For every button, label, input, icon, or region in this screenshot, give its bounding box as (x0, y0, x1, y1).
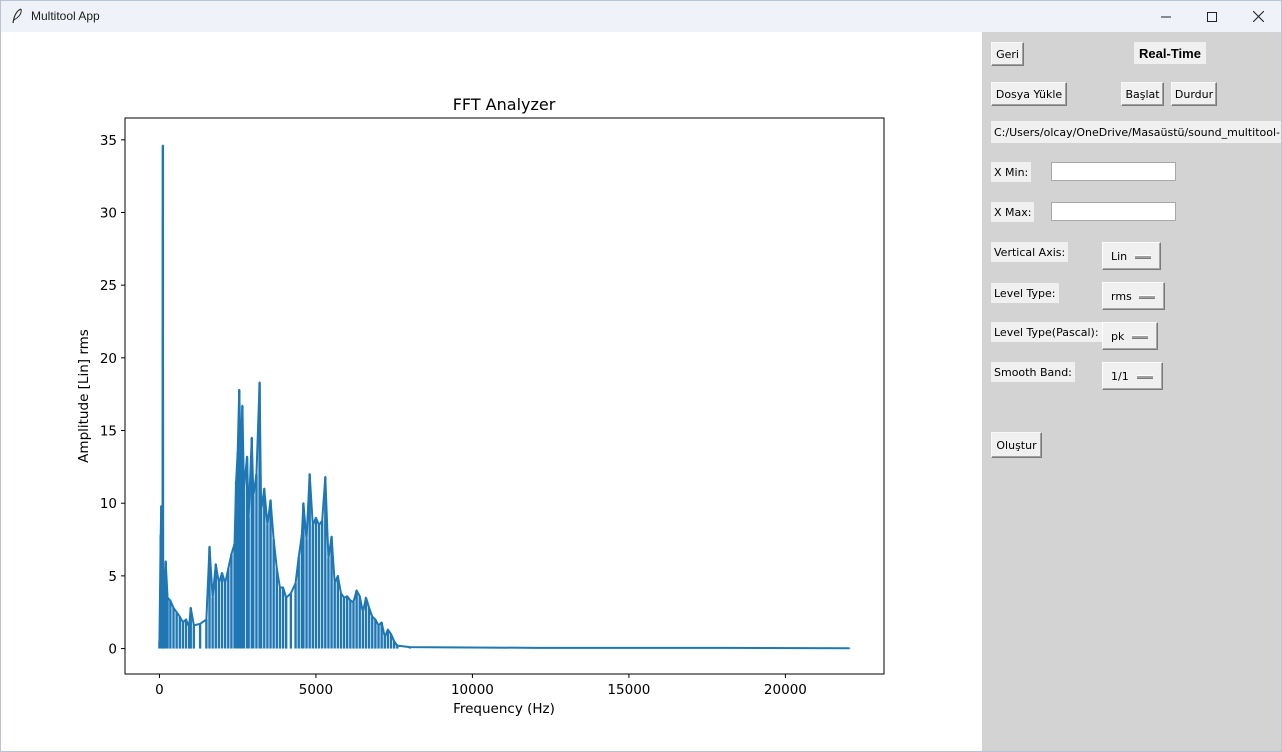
fft-chart: FFT Analyzer 0 5000 10000 15000 20000 0 5 10 15… (76, 95, 885, 717)
x-tick-label: 20000 (764, 682, 807, 698)
maximize-icon (1207, 11, 1217, 22)
dropdown-indicator-icon (1132, 335, 1148, 339)
chart-title: FFT Analyzer (453, 95, 556, 114)
level-type-label: Level Type: (991, 283, 1059, 303)
title-bar[interactable]: Multitool App (1, 1, 1281, 32)
smooth-band-label: Smooth Band: (991, 362, 1075, 382)
minimize-button[interactable] (1143, 1, 1189, 32)
y-tick-label: 25 (100, 278, 117, 294)
y-tick-label: 30 (100, 205, 117, 221)
x-axis-label: Frequency (Hz) (453, 701, 555, 717)
control-panel: Geri Real-Time Dosya Yükle Başlat Durdur… (982, 32, 1281, 751)
y-tick-label: 20 (100, 351, 117, 367)
y-tick-label: 0 (108, 642, 117, 658)
y-tick-label: 15 (100, 424, 117, 440)
vertical-axis-label: Vertical Axis: (991, 242, 1069, 262)
x-max-input[interactable] (1051, 202, 1176, 221)
vertical-axis-value: Lin (1111, 249, 1128, 263)
maximize-button[interactable] (1189, 1, 1235, 32)
x-tick-label: 15000 (607, 682, 650, 698)
minimize-icon (1161, 16, 1171, 17)
load-file-button[interactable]: Dosya Yükle (991, 82, 1067, 106)
stop-button[interactable]: Durdur (1171, 82, 1217, 106)
level-type-pascal-value: pk (1111, 329, 1125, 343)
y-axis-label: Amplitude [Lin] rms (76, 329, 92, 463)
plot-area: FFT Analyzer 0 5000 10000 15000 20000 0 5 10 15… (1, 32, 982, 751)
file-path-label: C:/Users/olcay/OneDrive/Masaüstü/sound_m… (991, 121, 1281, 143)
close-button[interactable] (1235, 1, 1281, 32)
x-tick-label: 5000 (299, 682, 333, 698)
y-tick-label: 10 (100, 496, 117, 512)
x-min-label: X Min: (991, 162, 1032, 182)
window-title: Multitool App (31, 9, 100, 23)
level-type-pascal-label: Level Type(Pascal): (991, 322, 1102, 342)
dropdown-indicator-icon (1139, 295, 1155, 299)
back-button[interactable]: Geri (991, 42, 1024, 66)
vertical-axis-dropdown[interactable]: Lin (1102, 242, 1161, 270)
x-tick-label: 0 (155, 682, 164, 698)
dropdown-indicator-icon (1135, 255, 1151, 259)
feather-icon (12, 8, 22, 24)
y-tick-label: 5 (108, 569, 117, 585)
dropdown-indicator-icon (1137, 375, 1153, 379)
level-type-pascal-dropdown[interactable]: pk (1102, 322, 1158, 350)
start-button[interactable]: Başlat (1121, 82, 1164, 106)
level-type-dropdown[interactable]: rms (1102, 282, 1165, 310)
mode-title: Real-Time (1134, 42, 1206, 64)
fft-series-line (158, 144, 850, 650)
x-tick-label: 10000 (451, 682, 494, 698)
close-icon (1252, 11, 1264, 22)
smooth-band-value: 1/1 (1111, 369, 1129, 383)
x-min-input[interactable] (1051, 162, 1176, 181)
plot-frame (124, 117, 885, 675)
smooth-band-dropdown[interactable]: 1/1 (1102, 362, 1163, 390)
y-tick-label: 35 (100, 133, 117, 149)
x-max-label: X Max: (991, 202, 1035, 222)
create-button[interactable]: Oluştur (991, 432, 1042, 458)
level-type-value: rms (1111, 289, 1132, 303)
